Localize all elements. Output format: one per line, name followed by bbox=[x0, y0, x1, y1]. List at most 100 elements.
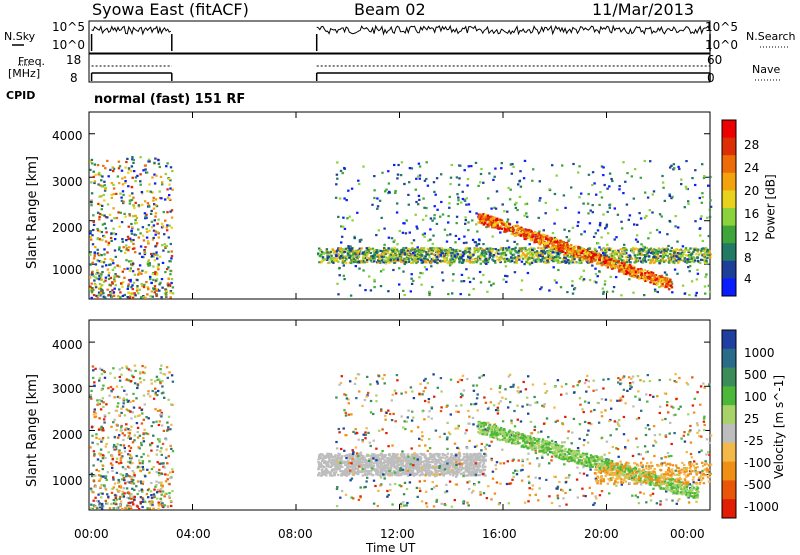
power-cell-472 bbox=[167, 266, 169, 268]
power-cell-2267 bbox=[395, 251, 397, 253]
power-cell-2663 bbox=[704, 285, 706, 287]
power-cell-629 bbox=[93, 279, 95, 281]
power-cell-2397 bbox=[657, 291, 659, 293]
power-cell-462 bbox=[157, 266, 159, 268]
velocity-cell-423 bbox=[147, 489, 149, 491]
power-cell-460 bbox=[130, 240, 132, 242]
power-cell-2254 bbox=[702, 250, 704, 252]
power-cell-1153 bbox=[468, 251, 470, 253]
velocity-cell-652 bbox=[96, 443, 98, 445]
power-cell-178 bbox=[95, 286, 97, 288]
power-cell-3861 bbox=[594, 254, 596, 256]
power-cell-3886 bbox=[523, 230, 525, 232]
power-cell-2940 bbox=[606, 291, 608, 293]
power-cell-297 bbox=[92, 262, 94, 264]
power-cell-2541 bbox=[536, 259, 538, 261]
power-cell-2348 bbox=[447, 221, 449, 223]
power-cell-2641 bbox=[571, 285, 573, 287]
power-cell-2501 bbox=[417, 203, 419, 205]
velocity-cell-289 bbox=[118, 414, 120, 416]
power-cell-2746 bbox=[615, 276, 617, 278]
power-cell-2136 bbox=[354, 252, 356, 254]
power-cell-1950 bbox=[386, 260, 388, 262]
power-cell-2588 bbox=[705, 273, 707, 275]
power-cell-2607 bbox=[403, 183, 405, 185]
velocity-cell-488 bbox=[101, 493, 103, 495]
velocity-cell-545 bbox=[163, 397, 165, 399]
power-cell-601 bbox=[94, 164, 96, 166]
power-cell-3856 bbox=[590, 260, 592, 262]
power-cell-1729 bbox=[620, 257, 622, 259]
power-cell-2371 bbox=[656, 260, 658, 262]
power-cell-571 bbox=[133, 159, 135, 161]
power-cell-3562 bbox=[615, 260, 617, 262]
power-cell-2433 bbox=[439, 216, 441, 218]
power-cell-396 bbox=[148, 183, 150, 185]
power-cell-347 bbox=[146, 190, 148, 192]
power-cell-2342 bbox=[400, 174, 402, 176]
velocity-cell-142 bbox=[161, 494, 163, 496]
power-cell-337 bbox=[96, 228, 98, 230]
power-cell-2546 bbox=[594, 268, 596, 270]
power-colorbar-swatch-0 bbox=[722, 120, 736, 138]
power-cell-2007 bbox=[651, 249, 653, 251]
power-cell-2591 bbox=[514, 256, 516, 258]
velocity-cell-288 bbox=[112, 421, 114, 423]
power-cell-2280 bbox=[621, 249, 623, 251]
power-cell-2703 bbox=[448, 207, 450, 209]
power-cell-1557 bbox=[603, 247, 605, 249]
power-cell-1314 bbox=[385, 256, 387, 258]
power-cell-153 bbox=[118, 288, 120, 290]
power-cell-2551 bbox=[631, 175, 633, 177]
power-cell-2585 bbox=[701, 192, 703, 194]
power-cell-2019 bbox=[641, 254, 643, 256]
power-cell-363 bbox=[131, 192, 133, 194]
power-cell-3877 bbox=[659, 280, 661, 282]
power-cell-2187 bbox=[494, 260, 496, 262]
power-cell-2938 bbox=[663, 249, 665, 251]
power-cell-2362 bbox=[519, 196, 521, 198]
velocity-cell-693 bbox=[128, 506, 130, 508]
power-cell-1598 bbox=[621, 253, 623, 255]
power-cell-2818 bbox=[492, 283, 494, 285]
power-cell-2203 bbox=[625, 249, 627, 251]
power-cell-2032 bbox=[525, 257, 527, 259]
velocity-cell-610 bbox=[150, 379, 152, 381]
power-cell-2880 bbox=[687, 203, 689, 205]
power-cell-2731 bbox=[605, 226, 607, 228]
power-cell-2529 bbox=[359, 284, 361, 286]
power-cell-2716 bbox=[682, 245, 684, 247]
velocity-cell-302 bbox=[159, 420, 161, 422]
power-cell-3871 bbox=[535, 240, 537, 242]
power-cell-3471 bbox=[528, 237, 530, 239]
power-cell-722 bbox=[524, 247, 526, 249]
power-cell-2620 bbox=[595, 281, 597, 283]
velocity-cell-454 bbox=[98, 480, 100, 482]
power-cell-170 bbox=[129, 195, 131, 197]
power-cell-659 bbox=[135, 176, 137, 178]
power-cell-2582 bbox=[408, 181, 410, 183]
power-cell-504 bbox=[149, 278, 151, 280]
power-cell-3758 bbox=[665, 285, 667, 287]
power-cell-225 bbox=[105, 277, 107, 279]
power-cell-2250 bbox=[549, 256, 551, 258]
power-cell-3470 bbox=[660, 285, 662, 287]
power-cell-3438 bbox=[516, 229, 518, 231]
power-cell-2736 bbox=[432, 235, 434, 237]
power-cell-197 bbox=[90, 239, 92, 241]
power-cell-2949 bbox=[446, 259, 448, 261]
velocity-cell-11 bbox=[152, 435, 154, 437]
power-cell-2977 bbox=[624, 181, 626, 183]
power-cell-1993 bbox=[345, 262, 347, 264]
power-cell-596 bbox=[101, 231, 103, 233]
power-cell-441 bbox=[148, 224, 150, 226]
power-cell-2756 bbox=[461, 274, 463, 276]
power-cell-3869 bbox=[641, 272, 643, 274]
power-cell-411 bbox=[95, 284, 97, 286]
power-cell-2776 bbox=[517, 183, 519, 185]
velocity-cell-401 bbox=[162, 490, 164, 492]
power-cell-2701 bbox=[375, 234, 377, 236]
power-cell-2445 bbox=[492, 235, 494, 237]
power-cell-2995 bbox=[593, 182, 595, 184]
power-cell-2960 bbox=[468, 165, 470, 167]
